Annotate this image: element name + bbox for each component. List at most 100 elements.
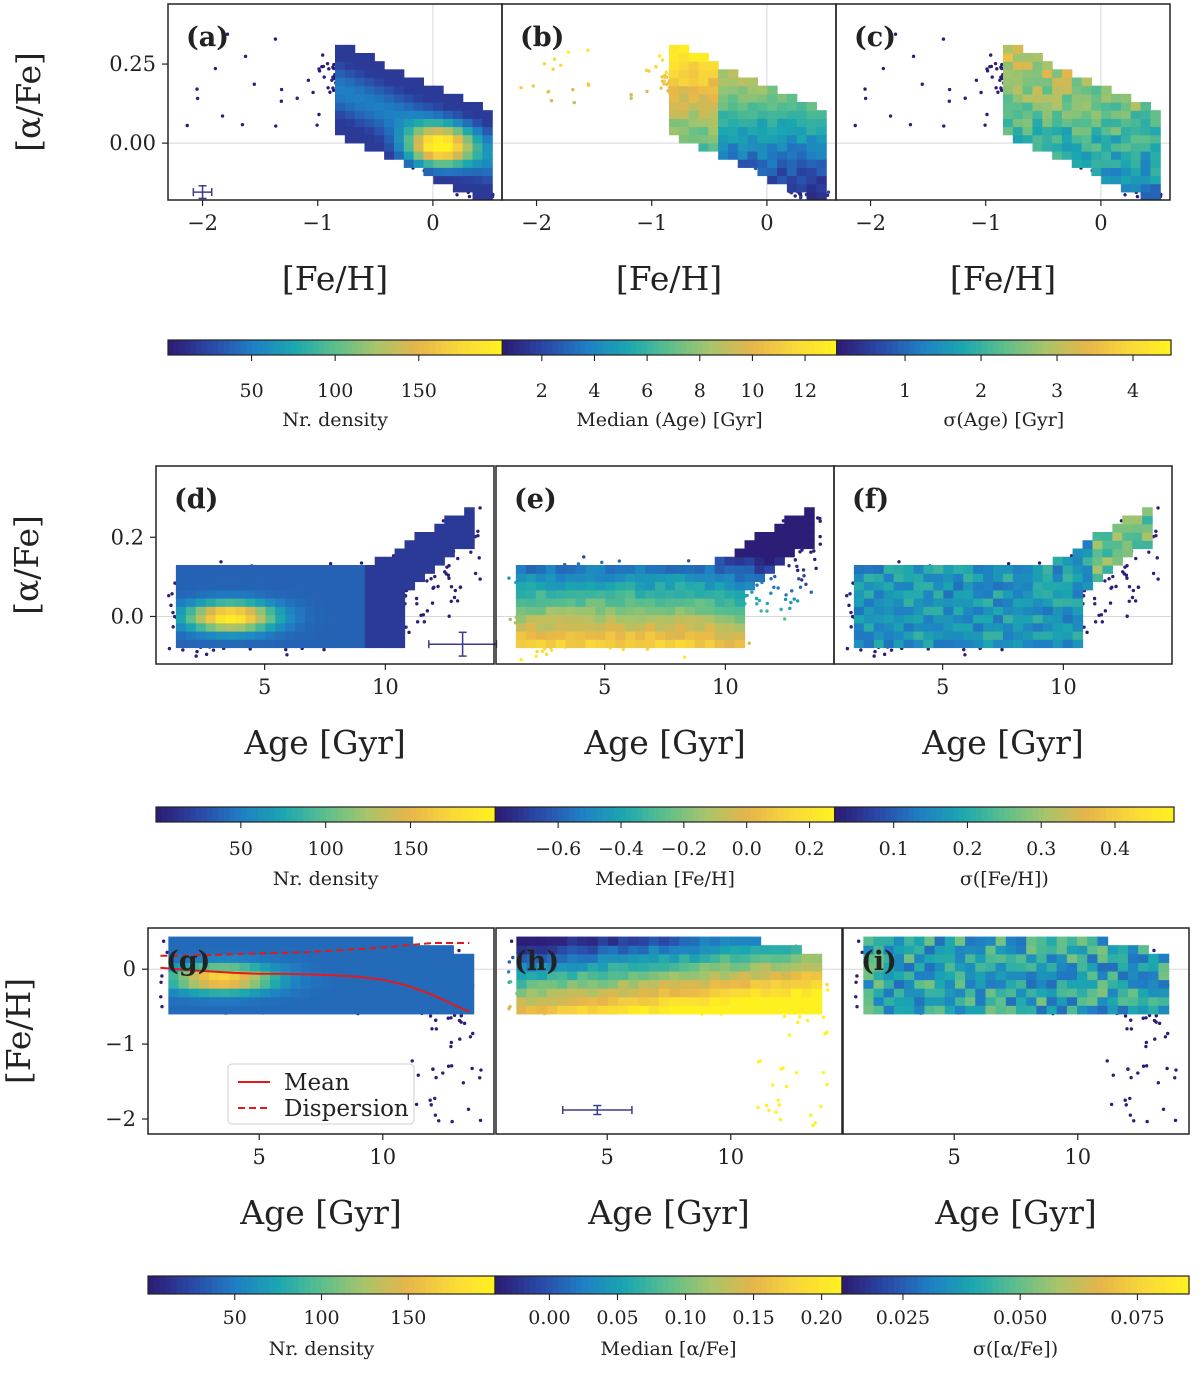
heatmap-bin xyxy=(443,142,454,152)
heatmap-bin xyxy=(734,622,746,632)
heatmap-bin xyxy=(625,565,636,574)
scatter-point xyxy=(546,89,551,94)
heatmap-bin xyxy=(536,1005,548,1015)
heatmap-bin xyxy=(1042,589,1054,599)
heatmap-bin xyxy=(374,614,386,624)
heatmap-bin xyxy=(801,979,813,989)
heatmap-bin xyxy=(452,93,464,103)
heatmap-bin xyxy=(953,598,964,607)
heatmap-bin xyxy=(462,118,474,128)
heatmap-bin xyxy=(985,970,997,981)
heatmap-bin xyxy=(393,118,405,128)
heatmap-bin xyxy=(1042,102,1053,111)
x-axis-label: [Fe/H] xyxy=(950,259,1056,298)
colorbar-segment xyxy=(585,807,593,822)
heatmap-bin xyxy=(198,979,210,989)
heatmap-bin xyxy=(747,142,759,152)
colorbar-segment xyxy=(747,340,754,355)
scatter-point xyxy=(1000,62,1004,67)
scatter-point xyxy=(507,960,512,964)
colorbar-segment xyxy=(896,807,904,822)
colorbar-segment xyxy=(189,807,197,822)
heatmap-bin xyxy=(595,573,606,583)
heatmap-bin xyxy=(300,962,312,972)
colorbar-segment xyxy=(670,807,677,822)
scatter-point xyxy=(767,1108,771,1113)
scatter-point xyxy=(519,657,523,662)
heatmap-bin xyxy=(679,936,690,946)
colorbar-segment xyxy=(229,807,236,822)
heatmap-bin xyxy=(678,126,690,136)
scatter-point xyxy=(686,559,691,563)
heatmap-bin xyxy=(275,589,286,599)
heatmap-bin xyxy=(618,996,629,1006)
heatmap-bin xyxy=(354,69,366,79)
heatmap-bin xyxy=(1071,85,1083,95)
heatmap-bin xyxy=(893,979,905,989)
heatmap-bin xyxy=(786,151,798,160)
scatter-point xyxy=(782,1014,787,1019)
heatmap-bin xyxy=(1081,77,1093,87)
heatmap-bin xyxy=(545,573,557,583)
heatmap-bin xyxy=(432,970,444,981)
heatmap-bin xyxy=(953,589,964,599)
heatmap-bin xyxy=(655,573,666,583)
heatmap-bin xyxy=(452,118,464,128)
heatmap-bin xyxy=(853,614,865,624)
colorbar-segment xyxy=(648,807,655,822)
heatmap-bin xyxy=(727,102,739,111)
scatter-point xyxy=(784,1084,789,1089)
heatmap-bin xyxy=(605,631,616,640)
heatmap-bin xyxy=(740,936,752,946)
heatmap-bin xyxy=(178,970,190,981)
scatter-point xyxy=(999,65,1003,69)
heatmap-bin xyxy=(382,979,393,989)
heatmap-bin xyxy=(403,159,415,168)
heatmap-bin xyxy=(648,936,660,946)
scatter-point xyxy=(467,194,472,199)
scatter-point xyxy=(586,83,591,88)
heatmap-bin xyxy=(577,996,589,1006)
colorbar-segment xyxy=(179,340,186,355)
heatmap-bin xyxy=(595,622,606,632)
heatmap-bin xyxy=(714,631,726,640)
heatmap-bin xyxy=(985,962,997,972)
scatter-point xyxy=(853,123,857,128)
heatmap-bin xyxy=(215,639,227,649)
heatmap-bin xyxy=(806,142,817,152)
scatter-point xyxy=(754,596,759,601)
heatmap-bin xyxy=(351,979,363,989)
heatmap-bin xyxy=(472,167,483,177)
heatmap-bin xyxy=(1140,175,1151,185)
heatmap-bin xyxy=(433,167,444,177)
heatmap-bin xyxy=(575,631,587,640)
scatter-point xyxy=(1161,1107,1166,1111)
heatmap-bin xyxy=(903,573,915,583)
heatmap-bin xyxy=(1042,61,1053,70)
heatmap-bin xyxy=(394,589,406,599)
scatter-point xyxy=(425,609,430,613)
heatmap-bin xyxy=(943,581,954,591)
heatmap-bin xyxy=(595,631,606,640)
colorbar-segment xyxy=(636,807,643,822)
colorbar-tick-label: 3 xyxy=(1051,380,1063,402)
scatter-point xyxy=(796,1020,800,1025)
scatter-point xyxy=(772,585,776,590)
scatter-point xyxy=(1093,602,1097,606)
heatmap-bin xyxy=(433,93,444,103)
heatmap-bin xyxy=(462,175,474,185)
heatmap-bin xyxy=(1091,126,1102,136)
heatmap-bin xyxy=(175,614,187,624)
heatmap-bin xyxy=(331,996,342,1006)
heatmap-bin xyxy=(334,631,346,640)
heatmap-bin xyxy=(963,573,974,583)
heatmap-bin xyxy=(744,540,756,550)
heatmap-bin xyxy=(1061,151,1073,160)
scatter-point xyxy=(169,603,173,608)
heatmap-bin xyxy=(665,581,676,591)
scatter-point xyxy=(473,571,478,576)
heatmap-bin xyxy=(1111,93,1122,103)
heatmap-bin xyxy=(285,598,296,607)
heatmap-bin xyxy=(452,183,464,193)
colorbar-segment xyxy=(223,340,230,355)
